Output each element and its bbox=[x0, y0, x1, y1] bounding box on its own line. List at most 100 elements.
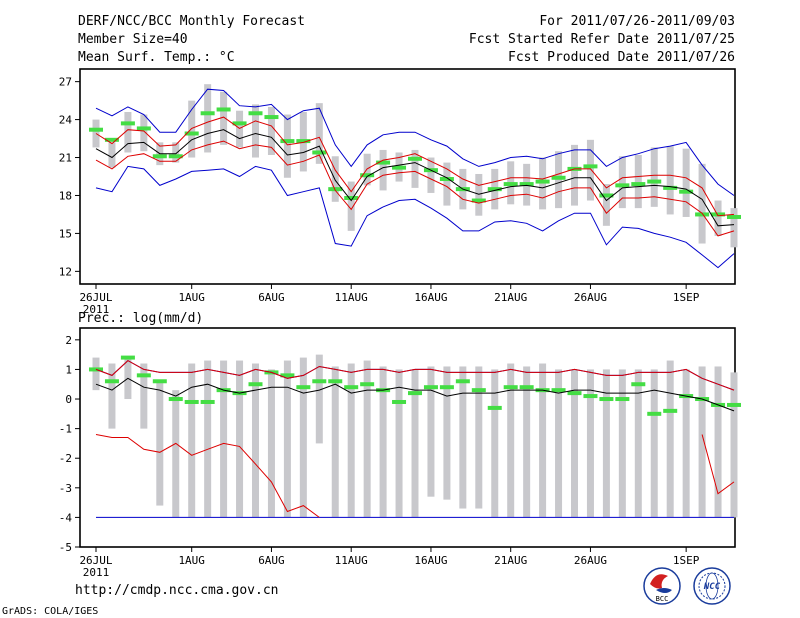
sd-lower-line bbox=[95, 140, 735, 237]
ncc-logo-text: NCC bbox=[703, 582, 721, 592]
x-tick-label: 11AUG bbox=[335, 554, 368, 567]
box-bar bbox=[586, 369, 594, 518]
box-bar bbox=[331, 366, 339, 518]
header-member-size: Member Size=40 bbox=[78, 32, 188, 47]
bcc-logo-text: BCC bbox=[656, 595, 669, 603]
y-tick-label: -2 bbox=[59, 452, 72, 465]
x-tick-sublabel: 2011 bbox=[83, 566, 110, 579]
x-tick-label: 26JUL bbox=[79, 554, 112, 567]
footer-url[interactable]: http://cmdp.ncc.cma.gov.cn bbox=[75, 583, 279, 598]
mean-line bbox=[95, 129, 735, 227]
median-mark bbox=[136, 126, 151, 131]
box-bar bbox=[188, 363, 196, 518]
median-mark bbox=[136, 373, 151, 378]
median-mark bbox=[631, 382, 646, 387]
box-bar bbox=[730, 372, 738, 518]
box-bar bbox=[124, 112, 132, 153]
box-bar bbox=[220, 360, 228, 518]
box-bar bbox=[571, 144, 578, 206]
box-bar bbox=[682, 369, 690, 518]
median-mark bbox=[599, 397, 614, 402]
median-mark bbox=[312, 379, 327, 384]
median-mark bbox=[360, 382, 375, 387]
box-bar bbox=[347, 181, 355, 231]
y-tick-label: 24 bbox=[59, 114, 73, 127]
median-mark bbox=[471, 388, 486, 393]
box-bar bbox=[666, 146, 674, 215]
median-mark bbox=[551, 175, 566, 180]
x-tick-label: 6AUG bbox=[258, 291, 285, 304]
y-tick-label: -5 bbox=[59, 541, 72, 554]
box-bar bbox=[411, 149, 419, 188]
y-tick-label: -4 bbox=[59, 511, 73, 524]
box-bar bbox=[92, 357, 100, 391]
median-mark bbox=[439, 177, 454, 182]
median-mark bbox=[423, 385, 438, 390]
median-mark bbox=[487, 187, 502, 192]
median-mark bbox=[184, 399, 199, 404]
median-mark bbox=[408, 391, 422, 396]
sd-lower-line bbox=[95, 434, 320, 518]
box-bar bbox=[714, 200, 722, 236]
median-mark bbox=[727, 214, 741, 219]
box-bar bbox=[204, 84, 212, 153]
median-mark bbox=[344, 385, 359, 390]
median-mark bbox=[296, 385, 311, 390]
box-bar bbox=[363, 360, 371, 518]
median-mark bbox=[631, 182, 646, 187]
median-mark bbox=[89, 127, 103, 132]
box-bar bbox=[283, 360, 291, 518]
median-mark bbox=[439, 385, 454, 390]
median-mark bbox=[615, 183, 630, 188]
median-mark bbox=[663, 185, 678, 190]
median-mark bbox=[296, 139, 311, 144]
box-bar bbox=[618, 156, 626, 209]
y-tick-label: 12 bbox=[59, 265, 72, 278]
x-tick-label: 26AUG bbox=[574, 554, 607, 567]
median-mark bbox=[551, 388, 566, 393]
sd-upper-line bbox=[95, 116, 735, 217]
median-mark bbox=[232, 121, 247, 126]
median-mark bbox=[583, 394, 598, 399]
x-tick-label: 1AUG bbox=[178, 554, 205, 567]
box-bar bbox=[539, 363, 547, 518]
median-mark bbox=[503, 182, 518, 187]
box-bar bbox=[395, 369, 403, 518]
median-mark bbox=[376, 160, 391, 165]
median-mark bbox=[392, 399, 407, 404]
ncc-logo: NCC bbox=[693, 567, 731, 605]
box-bar bbox=[698, 366, 706, 518]
median-mark bbox=[711, 212, 726, 217]
box-bar bbox=[347, 363, 355, 518]
median-mark bbox=[120, 355, 135, 360]
x-tick-label: 6AUG bbox=[258, 554, 285, 567]
y-tick-label: 2 bbox=[65, 334, 72, 347]
box-bar bbox=[427, 366, 435, 497]
box-bar bbox=[108, 142, 116, 168]
median-mark bbox=[152, 154, 167, 159]
median-mark bbox=[455, 379, 470, 384]
y-tick-label: 15 bbox=[59, 227, 72, 240]
box-bar bbox=[650, 147, 658, 207]
median-mark bbox=[168, 397, 183, 402]
x-tick-label: 1SEP bbox=[673, 291, 700, 304]
median-mark bbox=[312, 150, 327, 155]
box-bar bbox=[730, 208, 738, 248]
y-tick-label: 1 bbox=[65, 363, 72, 376]
median-mark bbox=[184, 131, 199, 136]
median-mark bbox=[328, 379, 343, 384]
box-bar bbox=[555, 369, 563, 518]
box-bar bbox=[299, 357, 307, 518]
box-bar bbox=[379, 149, 387, 191]
median-mark bbox=[679, 189, 694, 194]
box-bar bbox=[252, 104, 259, 158]
header-variable: Mean Surf. Temp.: °C bbox=[78, 50, 235, 65]
footer-credit: GrADS: COLA/IGES bbox=[2, 606, 98, 617]
box-bar bbox=[666, 360, 674, 518]
box-bar bbox=[267, 369, 275, 518]
median-mark bbox=[519, 385, 534, 390]
box-bar bbox=[491, 369, 499, 518]
median-mark bbox=[615, 397, 630, 402]
median-mark bbox=[567, 391, 582, 396]
